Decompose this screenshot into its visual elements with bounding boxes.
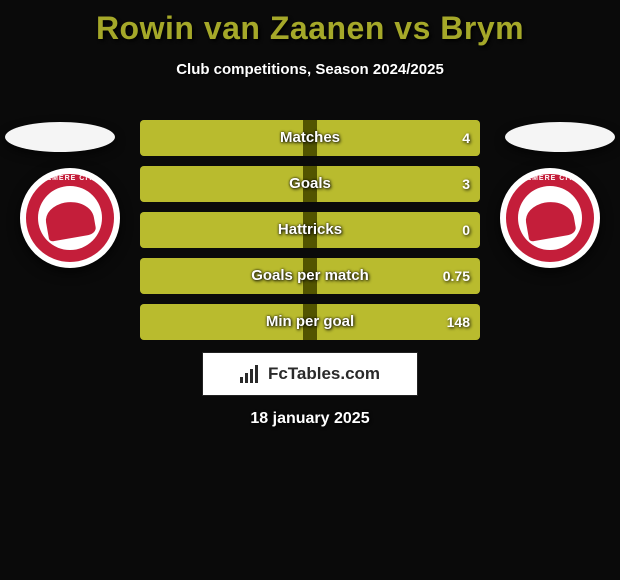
stat-row: Matches4 xyxy=(140,120,480,156)
club-badge-right: ALMERE CITY xyxy=(500,168,600,268)
ellipse-left xyxy=(5,122,115,152)
stats-table: Matches4Goals3Hattricks0Goals per match0… xyxy=(140,120,480,350)
stat-row: Goals per match0.75 xyxy=(140,258,480,294)
stat-row: Min per goal148 xyxy=(140,304,480,340)
stat-label: Matches xyxy=(140,120,480,156)
stat-row: Hattricks0 xyxy=(140,212,480,248)
date-label: 18 january 2025 xyxy=(0,410,620,428)
stat-value-right: 3 xyxy=(462,166,470,202)
logo-text: FcTables.com xyxy=(268,364,380,384)
club-badge-left: ALMERE CITY xyxy=(20,168,120,268)
stat-value-right: 0.75 xyxy=(443,258,470,294)
ellipse-right xyxy=(505,122,615,152)
stat-label: Min per goal xyxy=(140,304,480,340)
stat-row: Goals3 xyxy=(140,166,480,202)
club-name-right: ALMERE CITY xyxy=(506,175,594,182)
subtitle: Club competitions, Season 2024/2025 xyxy=(0,61,620,78)
stat-value-right: 148 xyxy=(447,304,470,340)
bar-chart-icon xyxy=(240,365,262,383)
stat-label: Goals per match xyxy=(140,258,480,294)
stat-value-right: 0 xyxy=(462,212,470,248)
stat-label: Hattricks xyxy=(140,212,480,248)
club-name-left: ALMERE CITY xyxy=(26,175,114,182)
page-title: Rowin van Zaanen vs Brym xyxy=(0,0,620,47)
fctables-logo: FcTables.com xyxy=(202,352,418,396)
stat-label: Goals xyxy=(140,166,480,202)
stat-value-right: 4 xyxy=(462,120,470,156)
